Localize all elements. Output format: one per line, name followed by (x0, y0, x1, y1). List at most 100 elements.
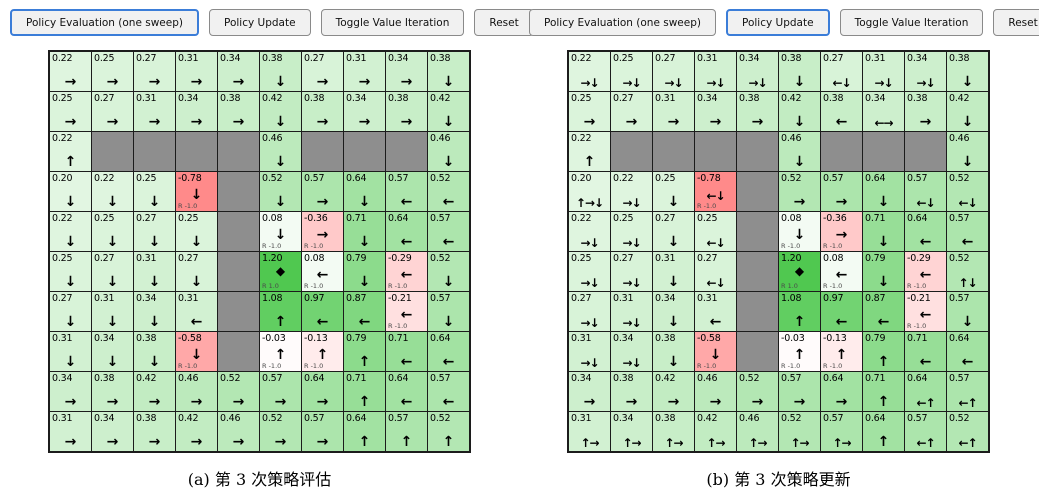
grid-cell: 0.34 ↓ (653, 292, 694, 331)
cell-value: 0.22 (571, 53, 592, 64)
caption-b: (b) 第 3 次策略更新 (706, 470, 851, 489)
cell-value: 0.46 (949, 133, 970, 144)
policy-arrow-icon: → (835, 394, 848, 410)
policy-arrow-icon: → (190, 394, 203, 410)
policy-arrow-icon: → (64, 114, 77, 130)
grid-cell: 0.25 → (92, 52, 133, 91)
grid-cell: 0.57 ↑→ (821, 412, 862, 451)
policy-arrow-icon: ↓ (793, 227, 806, 243)
cell-value: 0.46 (178, 373, 199, 384)
reward-label: R -1.0 (178, 362, 198, 370)
wall-cell (134, 132, 175, 171)
toggle-value-iteration-button[interactable]: Toggle Value Iteration (839, 9, 984, 36)
grid-cell: 0.46 ↓ (428, 132, 469, 171)
cell-value: -0.03 (262, 333, 286, 344)
cell-value: 0.34 (571, 373, 592, 384)
grid-cell: 0.27 ↓ (134, 212, 175, 251)
policy-arrow-icon: ←↑ (916, 396, 935, 410)
cell-value: 0.25 (655, 173, 676, 184)
policy-arrow-icon: ↓ (961, 154, 974, 170)
grid-cell: 0.25 → (569, 92, 610, 131)
grid-cell: 0.27 ↓ (176, 252, 217, 291)
cell-value: 0.52 (949, 173, 970, 184)
policy-evaluation-button[interactable]: Policy Evaluation (one sweep) (529, 9, 716, 36)
grid-cell: 0.57 ←↑ (905, 412, 946, 451)
grid-cell: 0.38 → (905, 92, 946, 131)
grid-cell: 0.38 → (737, 92, 778, 131)
policy-arrow-icon: ← (919, 267, 932, 283)
policy-update-button[interactable]: Policy Update (726, 9, 830, 36)
grid-cell: 0.34 →↓ (737, 52, 778, 91)
grid-cell: 0.42 → (134, 372, 175, 411)
wall-cell (344, 132, 385, 171)
grid-cell: 0.64 ← (386, 212, 427, 251)
cell-value: 0.64 (823, 373, 844, 384)
cell-value: 0.31 (865, 53, 886, 64)
grid-cell: 0.31 → (50, 412, 91, 451)
grid-cell: 0.31 ↓ (50, 332, 91, 371)
reset-button[interactable]: Reset (993, 9, 1039, 36)
cell-value: 0.42 (655, 373, 676, 384)
policy-arrow-icon: ↓ (793, 154, 806, 170)
cell-value: 0.08 (304, 253, 325, 264)
policy-arrow-icon: ↓ (190, 274, 203, 290)
policy-arrow-icon: ↓ (877, 194, 890, 210)
cell-value: 0.46 (220, 413, 241, 424)
policy-arrow-icon: ↓ (667, 314, 680, 330)
cell-value: 0.34 (178, 93, 199, 104)
cell-value: 0.27 (178, 253, 199, 264)
grid-cell: 0.25 →↓ (611, 52, 652, 91)
policy-arrow-icon: →↓ (874, 76, 893, 90)
toggle-value-iteration-button[interactable]: Toggle Value Iteration (320, 9, 465, 36)
policy-arrow-icon: ↓ (190, 234, 203, 250)
cell-value: 0.42 (781, 93, 802, 104)
policy-arrow-icon: → (793, 194, 806, 210)
policy-arrow-icon: ↑ (877, 354, 890, 370)
grid-cell: 0.64 ← (947, 332, 988, 371)
cell-value: 0.38 (430, 53, 451, 64)
policy-arrow-icon: ↓ (64, 314, 77, 330)
grid-cell: 0.22 ↓ (92, 172, 133, 211)
policy-arrow-icon: → (358, 74, 371, 90)
policy-arrow-icon: ←↓ (916, 196, 935, 210)
policy-arrow-icon: ← (442, 394, 455, 410)
goal-diamond-icon: ◆ (794, 264, 805, 278)
cell-value: 0.34 (865, 93, 886, 104)
grid-cell: 0.97 ← (821, 292, 862, 331)
policy-arrow-icon: ↓ (106, 354, 119, 370)
policy-evaluation-button[interactable]: Policy Evaluation (one sweep) (10, 9, 199, 36)
reward-label: R -1.0 (388, 282, 408, 290)
grid-cell: 0.38 → (134, 412, 175, 451)
reset-button[interactable]: Reset (474, 9, 534, 36)
grid-cell: 0.34 →↓ (905, 52, 946, 91)
policy-arrow-icon: →↓ (622, 236, 641, 250)
cell-value: 0.34 (94, 413, 115, 424)
policy-arrow-icon: ←↑ (958, 436, 977, 450)
cell-value: 0.52 (781, 413, 802, 424)
grid-cell: 0.87 ← (863, 292, 904, 331)
cell-value: 0.34 (388, 53, 409, 64)
grid-cell: 0.57 ↓ (947, 292, 988, 331)
penalty-cell: 0.08 ↓ R -1.0 (779, 212, 820, 251)
policy-arrow-icon: ←↓ (958, 196, 977, 210)
cell-value: 0.27 (655, 213, 676, 224)
wall-cell (821, 132, 862, 171)
policy-arrow-icon: → (106, 434, 119, 450)
penalty-cell: -0.78 ←↓ R -1.0 (695, 172, 736, 211)
cell-value: 0.57 (430, 373, 451, 384)
policy-arrow-icon: → (106, 114, 119, 130)
cell-value: 0.64 (865, 173, 886, 184)
policy-update-button[interactable]: Policy Update (209, 9, 311, 36)
policy-arrow-icon: ← (442, 234, 455, 250)
policy-arrow-icon: ↓ (274, 227, 287, 243)
cell-value: 0.38 (781, 53, 802, 64)
cell-value: 0.31 (94, 293, 115, 304)
wall-cell (218, 212, 259, 251)
policy-arrow-icon: →↓ (622, 76, 641, 90)
grid-cell: 0.52 ↓ (428, 252, 469, 291)
grid-cell: 0.38 → (611, 372, 652, 411)
policy-arrow-icon: ↓ (106, 314, 119, 330)
policy-arrow-icon: ↑→ (748, 436, 767, 450)
grid-cell: 0.31 ↓ (653, 252, 694, 291)
